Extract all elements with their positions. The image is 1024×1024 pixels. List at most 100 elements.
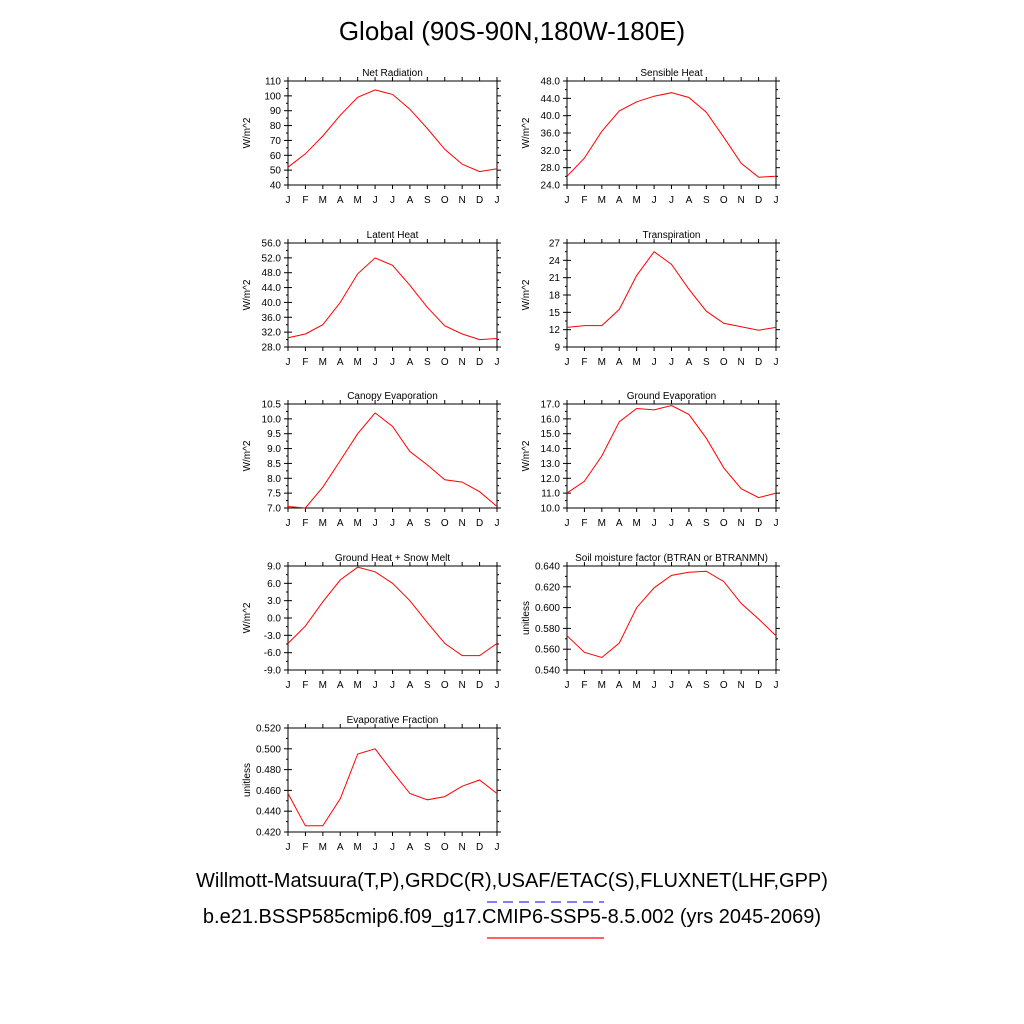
panel-title: Soil moisture factor (BTRAN or BTRANMN) [575,553,768,564]
y-tick-label: 7.5 [267,489,281,500]
x-tick-label: S [424,842,431,853]
y-tick-label: 40.0 [541,111,561,122]
y-tick-label: 44.0 [262,283,282,294]
x-tick-label: J [565,195,570,206]
plot-frame [287,565,498,671]
panel-title: Transpiration [643,230,701,241]
x-tick-label: S [703,195,710,206]
y-tick-label: 17.0 [541,400,561,411]
y-tick-label: 10.5 [262,400,282,411]
x-tick-label: J [774,357,779,368]
y-tick-label: 13.0 [541,459,561,470]
y-tick-label: 9 [554,343,560,354]
x-tick-label: F [302,357,308,368]
y-tick-label: 40 [270,181,282,192]
x-tick-label: O [441,518,449,529]
x-tick-label: J [774,518,779,529]
chart-panel: Evaporative Fraction 0.420 0.440 0.460 0.480… [242,715,501,853]
x-tick-label: S [424,680,431,691]
y-tick-label: 44.0 [541,94,561,105]
legend-entry-model: b.e21.BSSP585cmip6.f09_g17.CMIP6-SSP5-8.… [0,906,1024,929]
x-tick-label: N [459,357,466,368]
x-tick-label: J [652,680,657,691]
y-tick-label: 28.0 [262,343,282,354]
x-tick-label: A [407,518,414,529]
x-tick-label: J [774,195,779,206]
x-tick-label: A [616,518,623,529]
x-tick-label: A [686,195,693,206]
x-tick-label: D [476,195,483,206]
x-tick-label: M [632,518,640,529]
y-tick-label: 10.0 [541,504,561,515]
y-tick-label: 52.0 [262,253,282,264]
panel-title: Ground Evaporation [627,391,717,402]
y-tick-label: 21 [549,273,561,284]
x-tick-label: J [390,842,395,853]
y-tick-label: 90 [270,106,282,117]
x-tick-label: N [459,842,466,853]
x-tick-label: M [598,680,606,691]
x-tick-label: F [302,195,308,206]
x-tick-label: J [286,518,291,529]
legend-entry-observations: Willmott-Matsuura(T,P),GRDC(R),USAF/ETAC… [0,870,1024,893]
y-tick-label: 0.540 [535,666,560,677]
x-tick-label: M [319,842,327,853]
plot-frame [287,403,498,509]
y-tick-label: 15.0 [541,429,561,440]
panel-title: Canopy Evaporation [347,391,438,402]
x-tick-label: D [476,842,483,853]
series-line [287,257,498,341]
y-axis-label: W/m^2 [242,279,253,310]
x-tick-label: J [495,195,500,206]
x-tick-label: J [652,195,657,206]
x-tick-label: M [353,518,361,529]
x-tick-label: J [495,680,500,691]
y-axis-label: W/m^2 [521,279,532,310]
x-tick-label: J [390,680,395,691]
y-tick-label: 0.600 [535,603,560,614]
chart-panel: Ground Heat + Snow Melt -9.0 -6.0 -3.0 0.0 3.… [242,553,501,691]
y-tick-label: 0.420 [256,828,281,839]
x-tick-label: O [720,680,728,691]
y-tick-label: 24.0 [541,181,561,192]
x-tick-label: O [441,195,449,206]
x-tick-label: J [373,518,378,529]
series-line [566,404,777,499]
y-tick-label: 12.0 [541,474,561,485]
x-tick-label: D [755,195,762,206]
x-tick-label: D [755,518,762,529]
y-tick-label: 0.0 [267,614,281,625]
x-tick-label: F [302,842,308,853]
y-tick-label: 9.0 [267,444,281,455]
y-tick-label: 0.440 [256,807,281,818]
y-tick-label: 50 [270,166,282,177]
plot-frame [287,727,498,833]
x-tick-label: O [441,842,449,853]
x-tick-label: M [632,357,640,368]
y-tick-label: 8.0 [267,474,281,485]
y-tick-label: 36.0 [541,129,561,140]
x-tick-label: J [373,357,378,368]
y-tick-label: -9.0 [264,666,282,677]
x-tick-label: N [459,195,466,206]
y-tick-label: 7.0 [267,504,281,515]
y-tick-label: 6.0 [267,579,281,590]
y-tick-label: 36.0 [262,313,282,324]
x-tick-label: D [476,518,483,529]
x-tick-label: N [459,680,466,691]
x-tick-label: J [669,518,674,529]
y-tick-label: -3.0 [264,631,282,642]
y-axis-label: W/m^2 [521,440,532,471]
x-tick-label: J [669,680,674,691]
plot-frame [566,403,777,509]
x-tick-label: M [319,195,327,206]
y-tick-label: 3.0 [267,596,281,607]
x-tick-label: J [652,357,657,368]
x-tick-label: O [720,195,728,206]
x-tick-label: O [720,518,728,529]
x-tick-label: J [669,357,674,368]
x-tick-label: N [738,680,745,691]
x-tick-label: M [632,195,640,206]
